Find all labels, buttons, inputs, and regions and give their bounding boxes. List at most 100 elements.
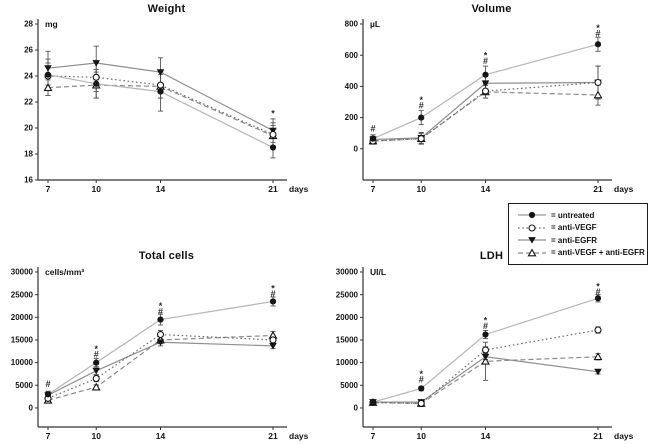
series-markers-circle-filled bbox=[369, 41, 602, 142]
series-line-triangle-down-filled bbox=[372, 81, 599, 141]
series-line-circle-filled bbox=[372, 43, 599, 140]
svg-text:0: 0 bbox=[354, 144, 359, 153]
svg-text:15000: 15000 bbox=[11, 336, 34, 345]
svg-text:5000: 5000 bbox=[340, 381, 358, 390]
legend-box: = untreated = anti-VEGF = anti-EGFR = an… bbox=[508, 203, 648, 265]
significance-annotation: # bbox=[483, 56, 488, 66]
significance-annotation: # bbox=[370, 124, 375, 134]
series-line-circle-filled bbox=[372, 297, 599, 403]
y-axis-unit-label: cells/mm³ bbox=[45, 267, 84, 277]
y-axis-unit-label: UI/L bbox=[370, 267, 386, 277]
svg-text:25000: 25000 bbox=[336, 290, 359, 299]
untreated-line-marker-icon bbox=[518, 211, 546, 219]
svg-text:14: 14 bbox=[481, 184, 491, 194]
svg-text:30000: 30000 bbox=[336, 268, 359, 277]
series-line-triangle-down-filled bbox=[373, 356, 599, 403]
svg-text:7: 7 bbox=[371, 184, 376, 194]
legend-label-combination: = anti-VEGF + anti-EGFR bbox=[551, 248, 645, 257]
anti-vegf-line-marker-icon bbox=[518, 223, 546, 232]
svg-text:200: 200 bbox=[345, 113, 359, 122]
axes: 0 5000 10000 15000 20000 25000 30000 7 10 14 21 bbox=[336, 267, 612, 441]
svg-text:10000: 10000 bbox=[336, 358, 359, 367]
legend-item-anti-egfr: = anti-EGFR bbox=[517, 235, 643, 245]
axes: 0 200 400 600 800 7 10 14 21 bbox=[345, 19, 612, 194]
weight-chart-title: Weight bbox=[147, 3, 186, 15]
total-cells-chart: Total cells 0 5000 10000 15000 20000 25000 300… bbox=[0, 230, 325, 444]
series-line-circle-open bbox=[47, 333, 274, 400]
significance-annotation: * bbox=[271, 284, 275, 294]
svg-text:30000: 30000 bbox=[11, 268, 34, 277]
weight-chart: Weight 16 18 20 22 24 26 28 7 10 14 21 mg days * bbox=[0, 0, 325, 200]
svg-text:21: 21 bbox=[593, 184, 603, 194]
svg-text:400: 400 bbox=[345, 82, 359, 91]
series-line-triangle-up-open bbox=[372, 91, 599, 142]
svg-text:10: 10 bbox=[416, 184, 426, 194]
svg-text:7: 7 bbox=[46, 184, 51, 194]
svg-text:5000: 5000 bbox=[15, 381, 33, 390]
significance-annotation: # bbox=[270, 289, 275, 299]
weight-chart-plot: 16 18 20 22 24 26 28 7 10 14 21 mg days * bbox=[24, 19, 309, 194]
anti-egfr-line-marker-icon bbox=[518, 237, 546, 244]
series-markers-circle-open bbox=[369, 78, 602, 145]
svg-text:24: 24 bbox=[24, 72, 33, 81]
series-markers-triangle-down-filled bbox=[44, 60, 277, 135]
series-markers-circle-filled bbox=[369, 295, 602, 406]
legend-item-combination: = anti-VEGF + anti-EGFR bbox=[517, 247, 645, 258]
svg-text:0: 0 bbox=[29, 404, 34, 413]
svg-text:0: 0 bbox=[354, 404, 359, 413]
svg-text:22: 22 bbox=[24, 98, 33, 107]
ldh-chart-plot: 0 5000 10000 15000 20000 25000 30000 7 10 14 21 UI/… bbox=[336, 267, 634, 441]
significance-annotation: * bbox=[484, 315, 488, 325]
legend-label-untreated: = untreated bbox=[551, 210, 595, 220]
svg-text:800: 800 bbox=[345, 20, 359, 29]
significance-annotation: # bbox=[483, 321, 488, 331]
svg-text:14: 14 bbox=[156, 184, 166, 194]
anti-vegf-anti-egfr-line-marker-icon bbox=[518, 247, 546, 256]
svg-text:20000: 20000 bbox=[336, 313, 359, 322]
x-axis-days-label: days bbox=[289, 431, 309, 441]
series-markers-triangle-down-filled bbox=[44, 339, 277, 399]
svg-text:21: 21 bbox=[593, 431, 603, 441]
significance-annotation: # bbox=[94, 349, 99, 359]
significance-annotation: * bbox=[94, 344, 98, 354]
significance-annotation: * bbox=[419, 95, 423, 105]
legend-item-untreated: = untreated bbox=[517, 210, 643, 220]
axes: 16 18 20 22 24 26 28 7 10 14 21 bbox=[24, 19, 287, 194]
svg-text:28: 28 bbox=[24, 20, 33, 29]
svg-text:25000: 25000 bbox=[11, 290, 34, 299]
ldh-chart: LDH 0 5000 10000 15000 20000 25000 30000 7 10 14 2… bbox=[325, 230, 650, 444]
svg-text:26: 26 bbox=[24, 46, 33, 55]
total-cells-chart-title: Total cells bbox=[138, 250, 195, 262]
legend-item-anti-vegf: = anti-VEGF bbox=[517, 223, 643, 233]
series-line-triangle-up-open bbox=[47, 84, 274, 137]
svg-text:7: 7 bbox=[371, 431, 376, 441]
svg-text:10: 10 bbox=[91, 184, 101, 194]
significance-annotation: * bbox=[159, 301, 163, 311]
significance-annotation: * bbox=[596, 281, 600, 291]
error-bars bbox=[45, 338, 276, 399]
y-axis-unit-label: µL bbox=[370, 19, 380, 29]
svg-text:600: 600 bbox=[345, 51, 359, 60]
total-cells-chart-plot: 0 5000 10000 15000 20000 25000 30000 7 10 14 21 cel… bbox=[11, 267, 309, 441]
volume-chart-title: Volume bbox=[471, 3, 512, 15]
svg-text:21: 21 bbox=[268, 431, 278, 441]
significance-annotation: * bbox=[484, 50, 488, 60]
legend-label-anti-vegf: = anti-VEGF bbox=[551, 223, 597, 232]
significance-annotation: # bbox=[419, 100, 424, 110]
svg-text:10: 10 bbox=[416, 431, 426, 441]
significance-annotation: # bbox=[45, 379, 50, 389]
significance-annotation: # bbox=[158, 306, 163, 316]
significance-annotation: # bbox=[595, 287, 600, 297]
series-line-triangle-down-filled bbox=[47, 62, 274, 132]
volume-chart: Volume 0 200 400 600 800 7 10 14 21 µL days # * # * # * # bbox=[325, 0, 650, 200]
svg-text:20000: 20000 bbox=[11, 313, 34, 322]
significance-annotation: # bbox=[419, 374, 424, 384]
significance-annotation: * bbox=[596, 23, 600, 33]
svg-text:21: 21 bbox=[268, 184, 278, 194]
svg-text:20: 20 bbox=[24, 124, 33, 133]
series-markers-circle-filled bbox=[44, 298, 277, 398]
significance-annotation: * bbox=[419, 369, 423, 379]
svg-text:15000: 15000 bbox=[336, 336, 359, 345]
